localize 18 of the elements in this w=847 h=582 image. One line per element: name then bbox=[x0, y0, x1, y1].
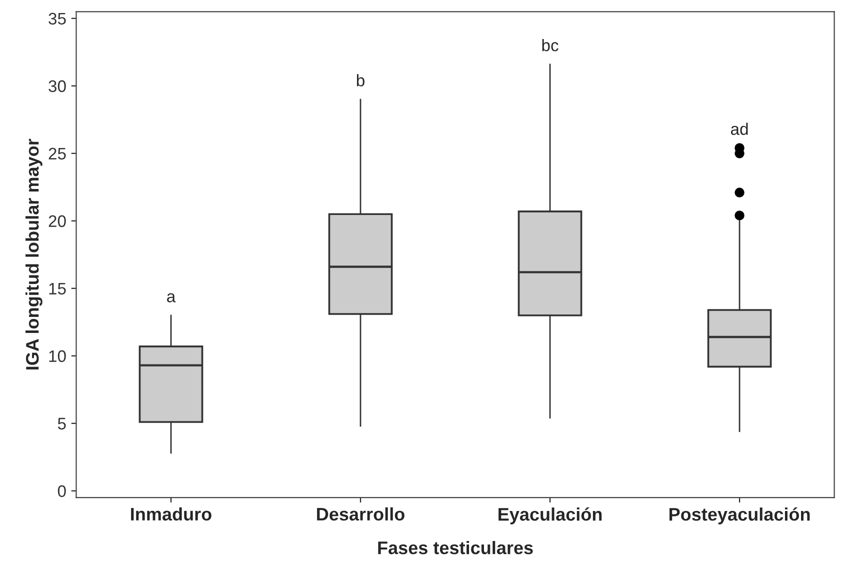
y-tick-label: 25 bbox=[48, 148, 66, 160]
annotation: ad bbox=[730, 122, 748, 135]
x-tick-label: Posteyaculación bbox=[670, 507, 810, 524]
y-tick-label: 35 bbox=[48, 12, 66, 25]
y-tick-label: 10 bbox=[49, 350, 66, 362]
y-tick-label: 20 bbox=[48, 215, 66, 228]
y-tick-label: 5 bbox=[58, 418, 66, 430]
y-axis-title: IGA longitud lobular mayor bbox=[26, 138, 42, 370]
x-tick-label: Inmaduro bbox=[131, 507, 212, 521]
y-tick-label: 15 bbox=[49, 282, 66, 295]
x-axis-title: Fases testiculares bbox=[378, 540, 533, 554]
y-tick-label: 30 bbox=[48, 80, 66, 92]
x-tick-label: Desarrollo bbox=[317, 507, 404, 521]
annotation: b bbox=[356, 74, 364, 86]
x-tick-label: Eyaculación bbox=[498, 507, 602, 524]
annotation: a bbox=[167, 293, 176, 302]
y-tick-label: 0 bbox=[58, 485, 66, 498]
annotation: bc bbox=[542, 39, 558, 52]
